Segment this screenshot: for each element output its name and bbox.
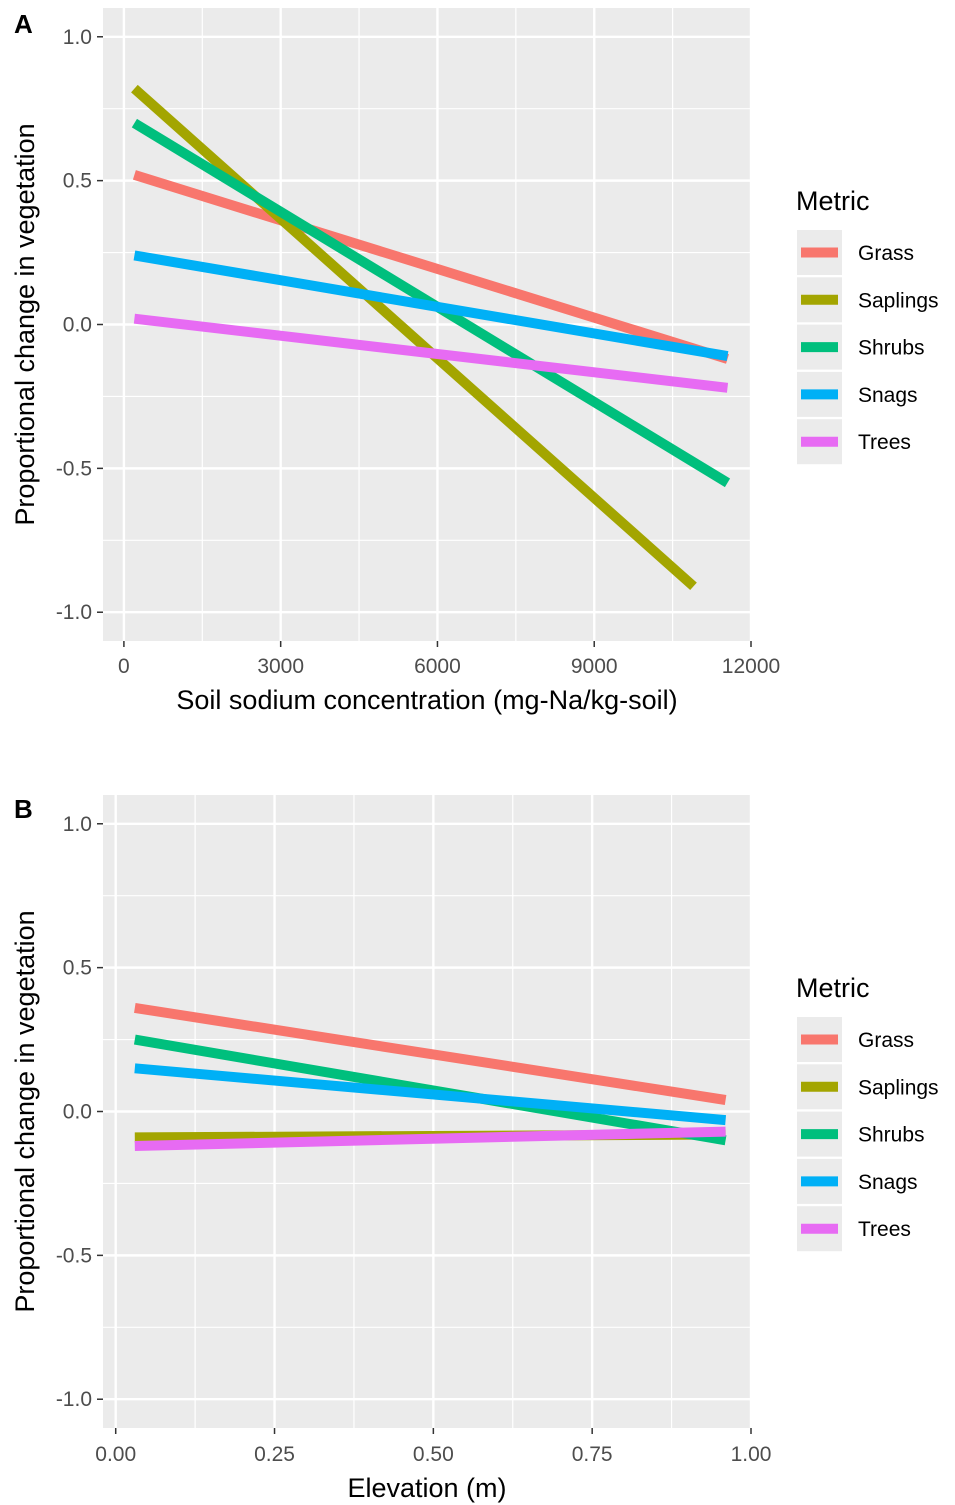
series-line-snags (134, 1063, 727, 1126)
panel-label: A (14, 9, 33, 39)
legend-label-grass: Grass (858, 242, 914, 265)
x-tick-label: 0.75 (572, 1443, 613, 1466)
x-tick-label: 1.00 (731, 1443, 772, 1466)
series-line-trees (133, 313, 729, 393)
x-axis-title: Elevation (m) (347, 1473, 506, 1503)
y-axis-title: Proportional change in vegetation (10, 910, 40, 1312)
x-tick-label: 6000 (414, 655, 461, 678)
y-tick-label: -1.0 (56, 601, 92, 624)
legend-label-snags: Snags (858, 1171, 918, 1194)
legend-label-saplings: Saplings (858, 289, 939, 312)
y-axis-title: Proportional change in vegetation (10, 123, 40, 525)
chart-panel-b: 0.00 0.25 0.50 0.75 1.00 -1.0 -0.5 0.0 0.5 1.0 Ele… (10, 794, 939, 1503)
legend-label-snags: Snags (858, 384, 918, 407)
x-tick-label: 0 (118, 655, 130, 678)
legend-label-trees: Trees (858, 431, 911, 454)
x-tick-label: 0.25 (254, 1443, 295, 1466)
y-tick-label: -0.5 (56, 457, 92, 480)
y-tick-label: -0.5 (56, 1244, 92, 1267)
legend-title: Metric (796, 186, 870, 216)
x-tick-label: 9000 (571, 655, 618, 678)
y-tick-label: 1.0 (63, 26, 92, 49)
x-tick-label: 0.00 (95, 1443, 136, 1466)
panel-label: B (14, 794, 33, 824)
legend-label-saplings: Saplings (858, 1076, 939, 1099)
y-tick-label: 0.0 (63, 314, 92, 337)
legend: Metric Grass Saplings Shrubs Snags Trees (796, 973, 939, 1252)
chart-panel-a: 0 3000 6000 9000 12000 -1.0 -0.5 0.0 0.5 1.0 Soil … (10, 8, 939, 715)
legend-label-shrubs: Shrubs (858, 337, 925, 360)
series-line-trees (134, 1126, 726, 1151)
series-line-grass (134, 1002, 727, 1105)
legend: Metric Grass Saplings Shrubs Snags Trees (796, 186, 939, 465)
series-line-grass (132, 170, 729, 364)
legend-title: Metric (796, 973, 870, 1003)
x-axis-title: Soil sodium concentration (mg-Na/kg-soil… (176, 685, 677, 715)
y-tick-label: 0.0 (63, 1101, 92, 1124)
x-tick-label: 3000 (257, 655, 304, 678)
x-tick-label: 12000 (722, 655, 780, 678)
legend-label-trees: Trees (858, 1218, 911, 1241)
y-tick-label: 1.0 (63, 813, 92, 836)
legend-label-grass: Grass (858, 1029, 914, 1052)
legend-label-shrubs: Shrubs (858, 1124, 925, 1147)
series-line-saplings (131, 84, 697, 591)
y-tick-label: -1.0 (56, 1388, 92, 1411)
y-tick-label: 0.5 (63, 170, 92, 193)
y-tick-label: 0.5 (63, 957, 92, 980)
series-line-snags (133, 250, 729, 362)
x-tick-label: 0.50 (413, 1443, 454, 1466)
